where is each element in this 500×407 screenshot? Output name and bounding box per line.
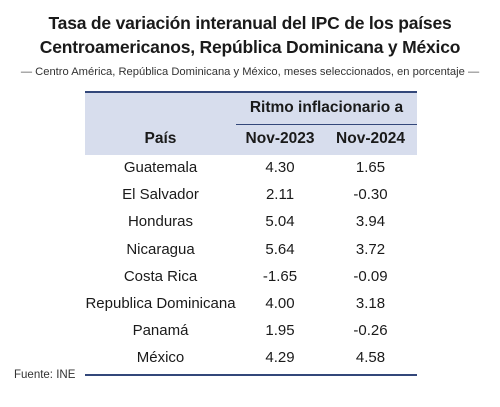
cell-nov-2024: -0.26 <box>353 322 388 340</box>
table-row: México 4.29 4.58 <box>85 345 417 372</box>
cell-nov-2023: 5.04 <box>265 213 295 231</box>
cell-nov-2024: 1.65 <box>355 159 386 176</box>
cell-nov-2023: 1.95 <box>265 322 295 340</box>
cell-nov-2023: 4.00 <box>265 295 295 312</box>
cell-nov-2023: 4.30 <box>265 159 295 176</box>
chart-title-line-2: Centroamericanos, República Dominicana y… <box>39 37 461 57</box>
subtitle-dash-right: — <box>467 66 480 78</box>
cell-nov-2023: 5.64 <box>265 240 295 258</box>
table-row: Costa Rica -1.65 -0.09 <box>85 264 417 291</box>
cell-nov-2024: -0.30 <box>353 186 388 204</box>
table-row: El Salvador 2.11 -0.30 <box>85 182 417 209</box>
cell-nov-2024: 4.58 <box>355 349 386 367</box>
cell-nov-2024: 3.94 <box>355 213 386 231</box>
cell-nov-2024: -0.09 <box>353 267 388 285</box>
table-row: Nicaragua 5.64 3.72 <box>85 237 417 264</box>
column-header-nov-2024: Nov-2024 <box>336 130 405 147</box>
cell-nov-2024: 3.18 <box>355 295 386 312</box>
cell-country: Costa Rica <box>123 267 198 285</box>
table-group-underline <box>236 124 417 125</box>
source-note: Fuente: INE <box>14 369 76 381</box>
cell-country: México <box>136 349 185 367</box>
cell-country: Nicaragua <box>126 240 195 258</box>
table-row: Republica Dominicana 4.00 3.18 <box>85 291 417 318</box>
column-header-country: País <box>144 130 177 147</box>
chart-subtitle: — Centro América, República Dominicana y… <box>0 66 500 78</box>
chart-title-line-1: Tasa de variación interanual del IPC de … <box>48 13 452 33</box>
table-top-rule <box>85 91 417 93</box>
table-row: Honduras 5.04 3.94 <box>85 209 417 236</box>
table-row: Guatemala 4.30 1.65 <box>85 155 417 182</box>
cell-nov-2023: -1.65 <box>262 267 298 285</box>
table-bottom-rule <box>85 374 417 376</box>
cell-country: El Salvador <box>122 186 199 204</box>
cell-nov-2024: 3.72 <box>355 240 386 258</box>
cell-nov-2023: 4.29 <box>265 349 295 367</box>
group-header: Ritmo inflacionario a <box>249 99 404 116</box>
cell-country: Panamá <box>132 322 189 340</box>
column-header-nov-2023: Nov-2023 <box>245 130 315 147</box>
subtitle-text: Centro América, República Dominicana y M… <box>35 66 465 78</box>
cell-country: Guatemala <box>123 159 198 176</box>
subtitle-dash-left: — <box>20 66 33 78</box>
cell-country: Republica Dominicana <box>85 295 236 312</box>
cell-country: Honduras <box>127 213 194 231</box>
table-header-background <box>85 91 417 155</box>
table-row: Panamá 1.95 -0.26 <box>85 318 417 345</box>
cell-nov-2023: 2.11 <box>265 186 295 204</box>
